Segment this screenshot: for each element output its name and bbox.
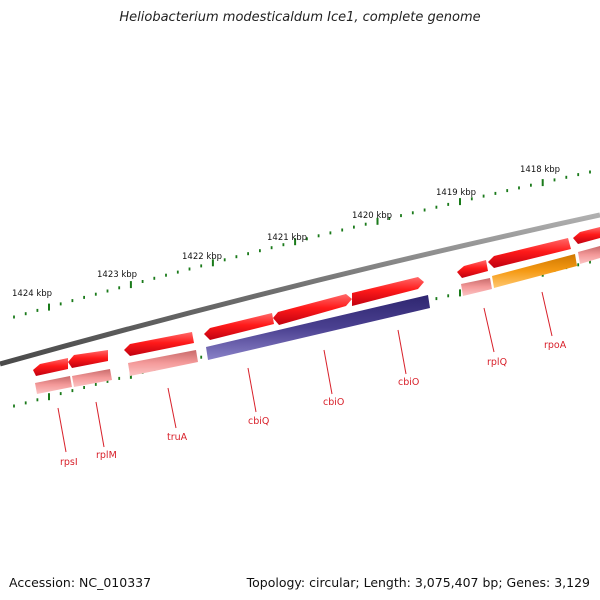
gene-labels: rpsI rplM truA cbiQ cbiO cbiO rplQ rpoA	[60, 340, 567, 468]
gene-label-cbiO-2: cbiO	[398, 377, 419, 388]
accession-text: Accession: NC_010337	[9, 575, 152, 590]
gene-cbiQ[interactable]	[204, 313, 274, 340]
gene-rplQ[interactable]	[457, 260, 488, 278]
outer-scale-ticks	[13, 170, 591, 319]
scale-label: 1419 kbp	[436, 188, 476, 198]
genome-summary-text: Topology: circular; Length: 3,075,407 bp…	[246, 575, 590, 590]
gene-rpoA[interactable]	[488, 238, 571, 268]
scale-label: 1421 kbp	[267, 233, 307, 243]
cds-truA[interactable]	[128, 350, 198, 376]
scale-label: 1422 kbp	[182, 252, 222, 262]
gene-label-rplM: rplM	[96, 450, 117, 461]
scale-label: 1420 kbp	[352, 211, 392, 221]
gene-truA[interactable]	[124, 332, 194, 356]
cds-cbi[interactable]	[206, 295, 430, 360]
gene-rplM[interactable]	[68, 350, 108, 368]
scale-labels: 1424 kbp 1423 kbp 1422 kbp 1421 kbp 1420 kbp…	[12, 165, 560, 299]
cds-track	[35, 246, 600, 394]
gene-label-rpsI: rpsI	[60, 457, 78, 468]
scale-label: 1423 kbp	[97, 270, 137, 280]
cds-rpoA[interactable]	[492, 254, 577, 288]
gene-cbiO-2[interactable]	[352, 277, 424, 306]
gene-cbiO-1[interactable]	[273, 294, 352, 325]
gene-track	[33, 227, 600, 376]
gene-label-cbiO-1: cbiO	[323, 397, 344, 408]
gene-label-rpoA: rpoA	[544, 340, 567, 351]
gene-label-truA: truA	[167, 432, 188, 443]
gene-extra[interactable]	[573, 227, 600, 244]
gene-rpsI[interactable]	[33, 358, 68, 376]
cds-rplQ[interactable]	[461, 278, 492, 296]
gene-label-rplQ: rplQ	[487, 357, 507, 368]
gene-label-cbiQ: cbiQ	[248, 416, 269, 427]
scale-label: 1424 kbp	[12, 289, 52, 299]
genome-backbone	[0, 212, 600, 367]
map-title: Heliobacterium modesticaldum Ice1, compl…	[119, 10, 481, 25]
scale-label: 1418 kbp	[520, 165, 560, 175]
gene-label-lines	[57, 291, 553, 453]
cds-extra[interactable]	[578, 246, 600, 264]
cds-rplM[interactable]	[72, 369, 112, 387]
cds-rpsI[interactable]	[35, 376, 72, 394]
